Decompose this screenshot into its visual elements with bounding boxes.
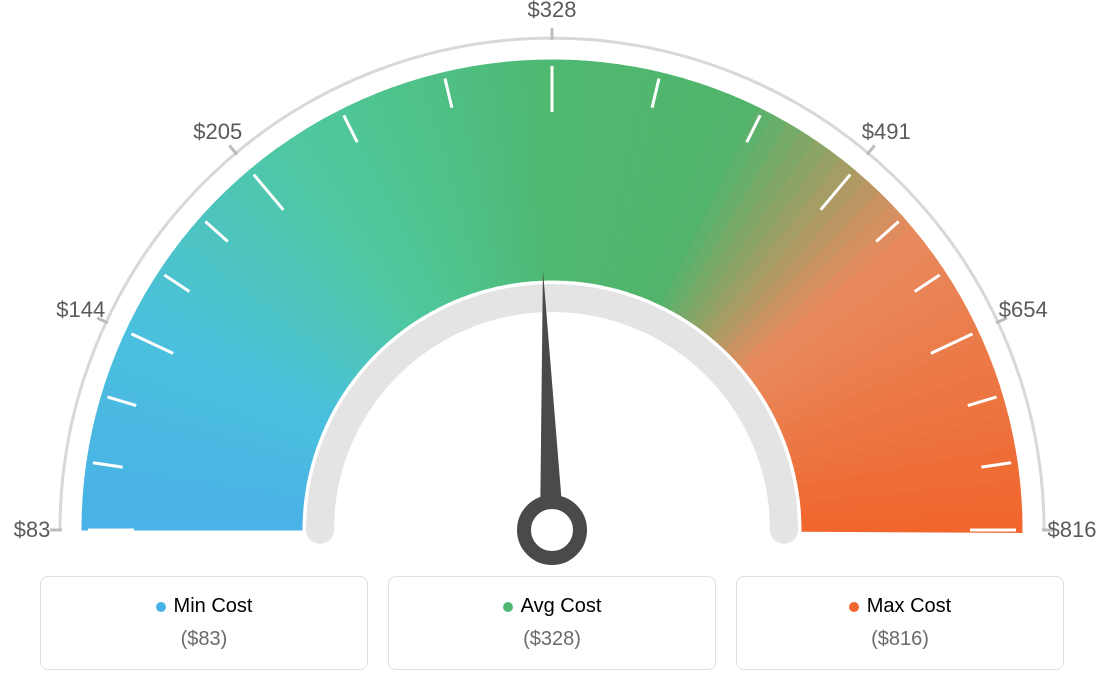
gauge-tick-label: $83 [14,517,51,543]
gauge-tick-label: $205 [193,119,242,145]
gauge-svg [0,0,1104,570]
legend-card-max: Max Cost ($816) [736,576,1064,670]
dot-icon [503,602,513,612]
legend-card-min: Min Cost ($83) [40,576,368,670]
legend-title-avg: Avg Cost [503,595,602,618]
legend-title-max: Max Cost [849,595,951,618]
legend-label: Avg Cost [521,595,602,618]
legend-value-avg: ($328) [401,628,703,651]
legend-value-max: ($816) [749,628,1051,651]
legend-title-min: Min Cost [156,595,253,618]
legend-card-avg: Avg Cost ($328) [388,576,716,670]
dot-icon [156,602,166,612]
gauge-tick-label: $816 [1048,517,1097,543]
gauge-tick-label: $491 [862,119,911,145]
legend-label: Min Cost [174,595,253,618]
dot-icon [849,602,859,612]
gauge-tick-label: $328 [528,0,577,23]
legend-value-min: ($83) [53,628,355,651]
gauge-tick-label: $144 [56,297,105,323]
gauge-chart: $83 $144 $205 $328 $491 $654 $816 [0,0,1104,560]
legend-label: Max Cost [867,595,951,618]
legend-row: Min Cost ($83) Avg Cost ($328) Max Cost … [0,576,1104,670]
gauge-tick-label: $654 [999,297,1048,323]
